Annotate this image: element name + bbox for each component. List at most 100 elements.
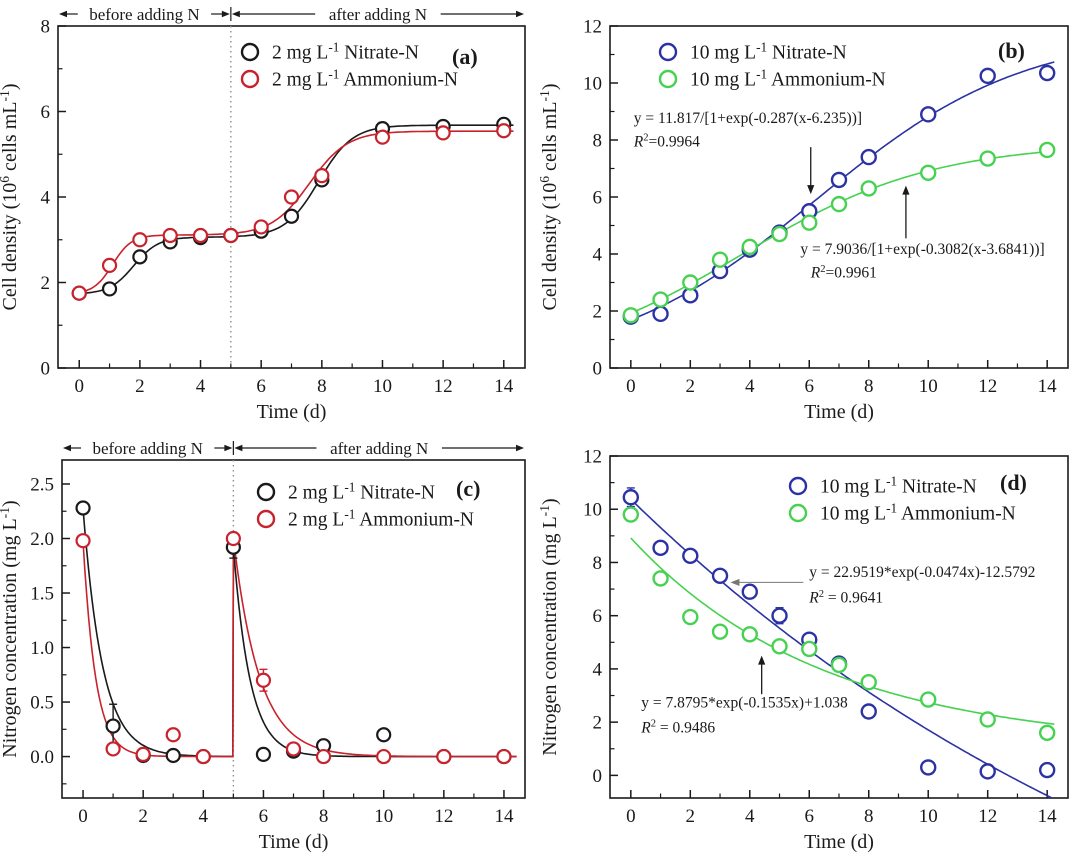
text-run: 1.0 [30, 638, 54, 659]
data-point-red_series [374, 129, 391, 145]
x-tick-label: 8 [319, 806, 329, 827]
chart-panel-b: 0 2 4 6 8 10 12 14 0 2 4 6 8 10 12 Time (d) Cell density… [540, 17, 1069, 423]
panel-b: 0 2 4 6 8 10 12 14 0 2 4 6 8 10 12 Time (d) Cell density… [540, 0, 1080, 430]
text-run: 6 [540, 176, 552, 183]
text-run: 2 [686, 376, 696, 397]
text-run: -1 [344, 479, 355, 494]
data-point-red_series [225, 530, 241, 547]
data-point-blue_series [860, 703, 877, 720]
fit-curve-red_series [82, 538, 517, 758]
data-point-green_series [979, 150, 996, 167]
text-run: Ammonium-N [767, 70, 886, 91]
legend-marker-black_series [256, 482, 276, 502]
text-run: (a) [452, 44, 478, 69]
text-run: 2 [819, 589, 824, 600]
data-point-blue_series [860, 148, 877, 166]
x-axis-label: Time (d) [259, 831, 329, 853]
equation-text: R2 = 0.9486 [640, 719, 715, 737]
chart-panel-a: before adding N after adding N 0 2 4 6 8 10 12 14… [0, 5, 526, 423]
legend-label: 2 mg L-1 Nitrate-N [272, 39, 419, 63]
text-run: ) [0, 500, 21, 507]
data-point-green_series [979, 711, 996, 728]
text-run: Cell density (10 [540, 183, 561, 311]
region-label-after: after adding N [329, 5, 427, 24]
x-tick-label: 8 [864, 376, 874, 397]
data-point-blue_series [652, 539, 669, 557]
x-tick-label: 2 [135, 376, 145, 397]
text-run: R [640, 719, 651, 736]
data-point-green_series [1038, 724, 1056, 741]
x-tick-label: 14 [494, 376, 514, 397]
data-point-red_series [255, 672, 272, 688]
data-point-red_series [101, 257, 118, 273]
x-tick-label: 2 [686, 806, 696, 827]
y-tick-label: 2.0 [30, 529, 54, 550]
y-tick-label: 0.5 [30, 693, 54, 714]
text-run: 2 [651, 719, 656, 730]
text-run: after adding N [330, 439, 428, 458]
text-run: 12 [434, 376, 453, 397]
text-run: 2.0 [30, 529, 54, 550]
text-run: 2 [643, 133, 648, 144]
data-point-red_series [253, 219, 269, 235]
text-run: 10 [583, 500, 602, 521]
panel-label: (b) [998, 38, 1025, 63]
text-run: 14 [494, 376, 514, 397]
text-run: Cell density (10 [0, 183, 21, 311]
data-point-red_series [285, 741, 302, 757]
data-point-red_series [132, 232, 148, 248]
y-tick-label: 0 [593, 766, 603, 787]
data-point-blue_series [920, 759, 937, 776]
text-run: 12 [583, 447, 602, 468]
annotation-arrow-head [758, 655, 766, 665]
y-tick-label: 4 [41, 188, 51, 209]
text-run: 4 [745, 376, 755, 397]
data-point-blue_series [979, 763, 996, 780]
x-tick-label: 12 [434, 376, 453, 397]
text-run: 10 mg L [820, 504, 886, 525]
data-point-green_series [652, 570, 669, 587]
text-run: = 0.9641 [824, 589, 883, 606]
data-point-blue_series [1038, 64, 1056, 82]
equation-text: R2=0.9964 [633, 133, 700, 151]
y-tick-label: 4 [593, 245, 603, 266]
text-run: 0 [593, 766, 603, 787]
data-point-blue_series [741, 583, 758, 600]
x-tick-label: 0 [74, 376, 84, 397]
legend-label: 2 mg L-1 Nitrate-N [288, 479, 435, 503]
data-point-black_series [255, 746, 272, 762]
text-run: y = 7.8795*exp(-0.1535x)+1.038 [641, 695, 848, 712]
text-run: R [808, 589, 819, 606]
x-tick-label: 4 [196, 376, 206, 397]
text-run: 8 [593, 131, 603, 152]
text-run: 0.5 [30, 693, 54, 714]
legend-label: 10 mg L-1 Nitrate-N [820, 473, 977, 497]
text-run: 2 [138, 806, 148, 827]
text-run: 4 [593, 659, 603, 680]
text-run: 6 [593, 606, 603, 627]
text-run: 6 [41, 102, 51, 123]
y-axis-label: Nitrogen concentration (mg L-1) [0, 500, 21, 757]
text-run: 4 [745, 806, 755, 827]
region-arrow-left-head [63, 444, 71, 452]
panel-c: before adding N after adding N 0 2 4 6 8 10 12 14… [0, 430, 540, 860]
y-axis-label: Cell density (106 cells mL-1) [0, 84, 21, 311]
data-point-black_series [75, 500, 91, 516]
text-run: (c) [456, 476, 480, 501]
text-run: 4 [199, 806, 209, 827]
text-run: Nitrogen concentration (mg L [0, 518, 21, 757]
text-run: after adding N [329, 5, 427, 24]
text-run: 14 [1038, 376, 1058, 397]
x-tick-label: 6 [805, 806, 815, 827]
data-point-black_series [132, 249, 148, 265]
legend-label: 10 mg L-1 Ammonium-N [690, 66, 886, 90]
text-run: 6 [259, 806, 269, 827]
text-run: -1 [756, 66, 767, 81]
text-run: 12 [978, 806, 997, 827]
text-run: 10 mg L [820, 477, 886, 498]
data-point-red_series [75, 533, 91, 549]
panel-a: before adding N after adding N 0 2 4 6 8 10 12 14… [0, 0, 540, 430]
text-run: 4 [196, 376, 206, 397]
y-tick-label: 1.0 [30, 638, 54, 659]
equation-text: y = 22.9519*exp(-0.0474x)-12.5792 [809, 564, 1035, 581]
